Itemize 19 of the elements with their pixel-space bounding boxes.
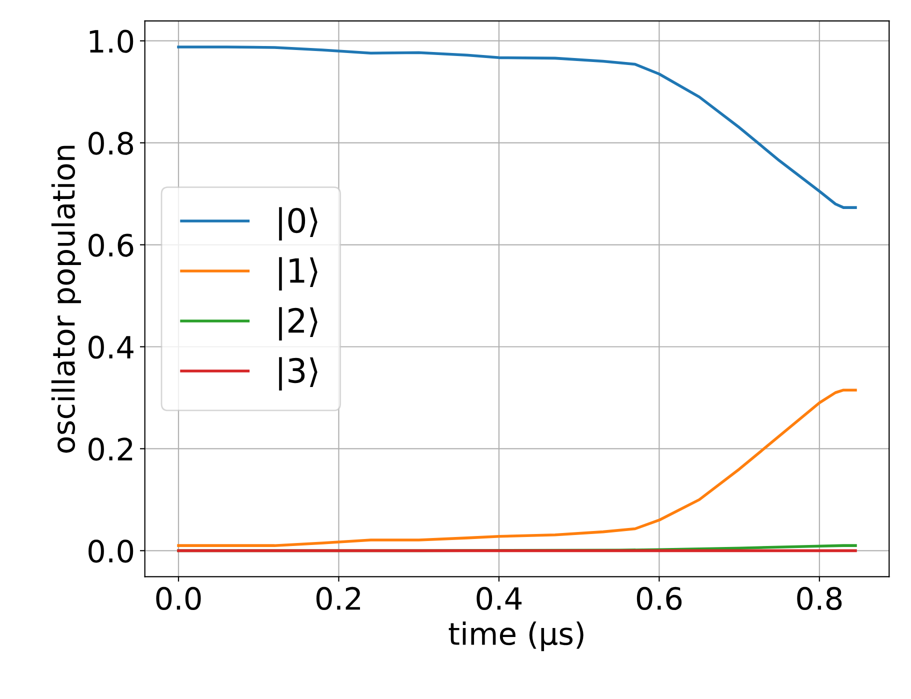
legend-label: |0⟩ xyxy=(279,207,318,240)
x-tick-label: 0.6 xyxy=(636,586,682,610)
x-tick-label: 0.2 xyxy=(316,586,360,610)
line-series xyxy=(177,46,857,209)
legend-label: |2⟩ xyxy=(279,307,318,340)
x-tick-label: 0.4 xyxy=(476,586,522,610)
legend-label: |1⟩ xyxy=(279,257,318,290)
y-tick-label: 0.4 xyxy=(88,336,134,359)
y-tick-label: 1.0 xyxy=(90,30,134,53)
y-tick-label: 0.6 xyxy=(88,234,134,257)
y-tick-label: 0.0 xyxy=(88,540,134,563)
line-series xyxy=(177,388,857,547)
legend-label: |3⟩ xyxy=(279,357,318,390)
x-tick-label: 0.8 xyxy=(797,586,842,610)
x-tick-label: 0.0 xyxy=(156,586,201,610)
y-axis-title: oscillator population xyxy=(51,146,81,453)
x-axis-title: time (μs) xyxy=(448,622,584,652)
y-tick-label: 0.2 xyxy=(88,438,132,461)
y-tick-label: 0.8 xyxy=(88,132,134,155)
